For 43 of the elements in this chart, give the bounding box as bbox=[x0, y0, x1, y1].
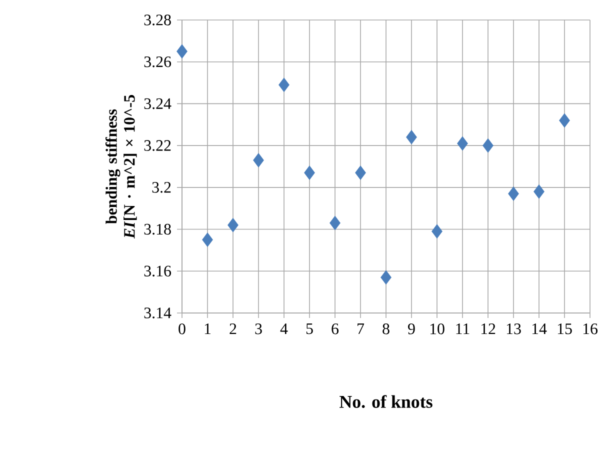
point bbox=[355, 166, 366, 180]
y-tick-label: 3.2 bbox=[152, 182, 171, 193]
y-tick-label: 3.22 bbox=[144, 140, 171, 151]
point bbox=[508, 186, 519, 201]
x-tick-label: 3 bbox=[255, 324, 262, 334]
x-tick-label: 2 bbox=[230, 324, 236, 334]
point bbox=[534, 184, 544, 199]
y-tick-label: 3.28 bbox=[144, 14, 171, 26]
point bbox=[559, 113, 570, 128]
y-tick-label: 3.26 bbox=[144, 56, 172, 68]
y-tick-label: 3.24 bbox=[144, 98, 172, 110]
point bbox=[202, 232, 213, 247]
point bbox=[253, 153, 264, 168]
x-tick-label: 15 bbox=[558, 324, 572, 334]
x-tick-label: 13 bbox=[506, 324, 521, 334]
x-tick-label: 9 bbox=[408, 324, 415, 334]
point bbox=[432, 224, 442, 239]
x-tick-label: 14 bbox=[532, 324, 547, 334]
y-tick-label: 3.14 bbox=[144, 308, 172, 318]
x-tick-label: 1 bbox=[204, 324, 211, 334]
x-tick-label: 8 bbox=[382, 324, 390, 334]
point bbox=[380, 270, 392, 285]
y-tick-label: 3.18 bbox=[144, 224, 171, 235]
point bbox=[176, 44, 188, 59]
x-tick-label: 7 bbox=[358, 323, 364, 334]
point bbox=[228, 218, 238, 232]
point bbox=[278, 78, 290, 92]
x-tick-label: 10 bbox=[430, 324, 444, 334]
point bbox=[406, 130, 417, 144]
x-axis-title: No. of knots bbox=[340, 395, 432, 408]
x-tick-label: 5 bbox=[306, 323, 313, 334]
y-axis-title: bending stiffness EI[N · m^2] × 10^-5 bbox=[105, 95, 137, 239]
point bbox=[482, 138, 494, 153]
x-tick-label: 0 bbox=[178, 324, 186, 334]
x-tick-label: 16 bbox=[583, 324, 598, 334]
x-tick-label: 6 bbox=[332, 324, 339, 334]
point bbox=[304, 166, 315, 180]
x-tick-label: 12 bbox=[481, 324, 496, 334]
y-tick-label: 3.16 bbox=[144, 266, 172, 277]
x-tick-label: 11 bbox=[456, 324, 470, 334]
point bbox=[330, 216, 340, 230]
point bbox=[457, 136, 468, 151]
x-tick-label: 4 bbox=[280, 324, 288, 334]
